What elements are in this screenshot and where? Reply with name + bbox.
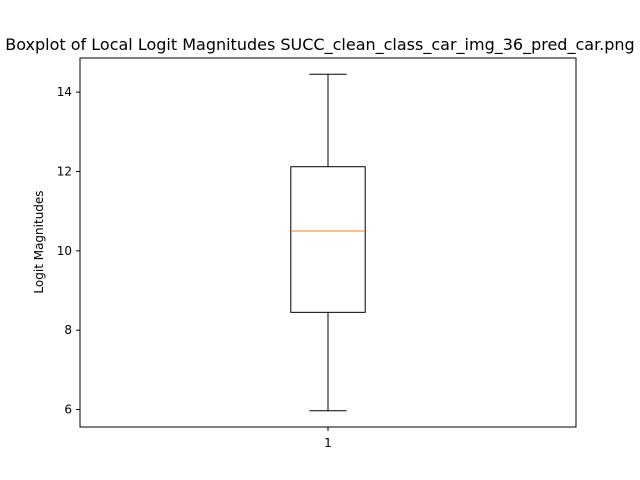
x-tick-label: 1 — [324, 436, 332, 450]
y-tick-label: 10 — [57, 244, 72, 258]
y-tick-label: 14 — [57, 85, 72, 99]
x-axis: 1 — [324, 427, 332, 450]
y-axis: 6 8 10 12 14 — [57, 85, 80, 417]
chart-title: Boxplot of Local Logit Magnitudes SUCC_c… — [5, 35, 634, 55]
box-group — [290, 73, 366, 412]
interquartile-box — [290, 166, 366, 313]
y-axis-label: Logit Magnitudes — [32, 190, 46, 293]
y-tick-label: 6 — [64, 403, 72, 417]
y-tick-label: 8 — [64, 323, 72, 337]
y-tick-label: 12 — [57, 164, 72, 178]
